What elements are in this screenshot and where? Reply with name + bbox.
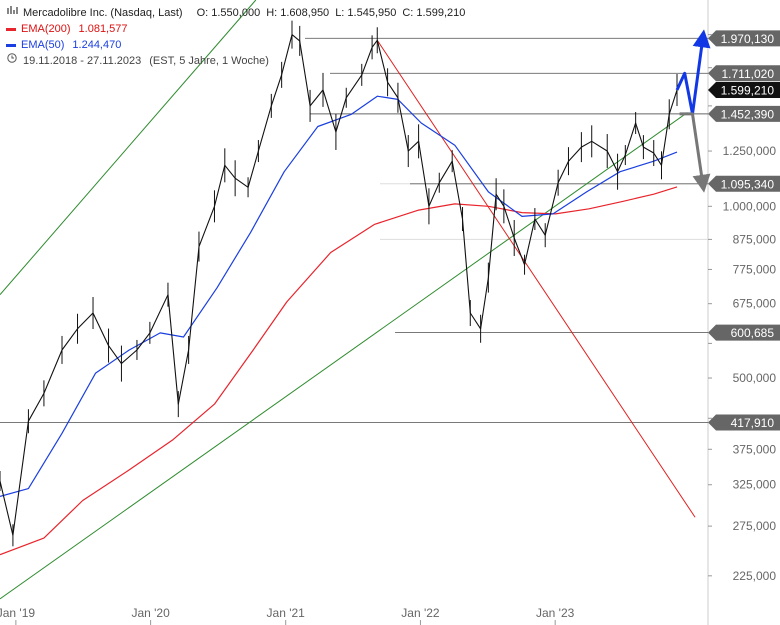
y-tick-label: 1.000,000 <box>723 199 777 213</box>
instrument-name: Mercadolibre Inc. (Nasdaq, Last) <box>23 7 183 19</box>
levels-layer: 1.970,130 1.711,020 1.452,390 1.095,340 600,… <box>0 30 780 431</box>
y-tick-label: 500,000 <box>733 371 777 385</box>
period-row: 19.11.2018 - 27.11.2023 (EST, 5 Jahre, 1… <box>6 53 471 69</box>
clock-icon <box>6 53 18 69</box>
price-line <box>0 34 678 536</box>
high-value: H: 1.608,950 <box>266 7 330 19</box>
level-tag <box>708 105 780 122</box>
period-range: 19.11.2018 - 27.11.2023 <box>23 55 142 67</box>
x-tick-label: Jan '21 <box>267 606 306 620</box>
current-price-label: 1.599,210 <box>721 84 775 98</box>
ema50-line <box>0 95 678 497</box>
y-tick-label: 1.250,000 <box>723 144 777 158</box>
legend-ema200: EMA(200) 1.081,577 <box>6 21 471 37</box>
series-layer <box>0 20 678 556</box>
ema50-swatch <box>6 43 16 47</box>
level-tag-label: 1.970,130 <box>721 32 775 46</box>
axis-layer: 1.250,000 1.000,000 875,000 775,000 675,000 5… <box>0 34 777 625</box>
level-tag-label: 1.095,340 <box>721 177 775 191</box>
upper-channel-line <box>0 0 257 296</box>
grid-layer <box>380 0 709 625</box>
y-tick-label: 675,000 <box>733 297 777 311</box>
level-tag-label: 1.452,390 <box>721 107 775 121</box>
y-tick-label: 375,000 <box>733 442 777 456</box>
low-value: L: 1.545,950 <box>335 7 397 19</box>
arrows-layer <box>675 29 711 193</box>
open-value: O: 1.550,000 <box>196 7 261 19</box>
chart-legend: Mercadolibre Inc. (Nasdaq, Last) O: 1.55… <box>6 5 471 69</box>
x-tick-label: Jan '23 <box>536 606 575 620</box>
legend-ema50: EMA(50) 1.244,470 <box>6 37 471 53</box>
ema50-value: 1.244,470 <box>72 39 122 51</box>
y-tick-label: 225,000 <box>733 569 777 583</box>
y-tick-label: 775,000 <box>733 262 777 276</box>
level-tag <box>708 65 780 82</box>
level-tag <box>708 324 780 341</box>
lower-channel-line <box>0 112 688 600</box>
y-tick-label: 875,000 <box>733 232 777 246</box>
level-tag-label: 1.711,020 <box>722 67 775 81</box>
y-tick-label: 325,000 <box>733 478 777 492</box>
x-tick-label: Jan '20 <box>131 606 170 620</box>
ema200-swatch <box>6 27 16 31</box>
bar-chart-icon <box>6 5 18 21</box>
x-tick-label: Jan '19 <box>0 606 35 620</box>
header-row: Mercadolibre Inc. (Nasdaq, Last) O: 1.55… <box>6 5 471 21</box>
x-tick-label: Jan '22 <box>401 606 440 620</box>
ema200-name: EMA(200) <box>21 23 71 35</box>
bearish-scenario-arrow <box>679 112 711 193</box>
level-tag-label: 417,910 <box>731 416 775 430</box>
ema50-name: EMA(50) <box>21 39 65 51</box>
period-note: (EST, 5 Jahre, 1 Woche) <box>149 55 269 67</box>
level-tag <box>708 175 780 192</box>
close-value: C: 1.599,210 <box>402 7 466 19</box>
ema200-value: 1.081,577 <box>78 23 128 35</box>
level-tag <box>708 30 780 47</box>
level-tag <box>708 414 780 431</box>
current-price-tag <box>708 82 780 99</box>
level-tag-label: 600,685 <box>731 326 775 340</box>
y-tick-label: 275,000 <box>733 519 777 533</box>
bullish-scenario-arrow <box>675 29 711 116</box>
trend-layer <box>0 0 696 600</box>
ema200-line <box>0 186 678 556</box>
downtrend-line <box>376 39 696 518</box>
